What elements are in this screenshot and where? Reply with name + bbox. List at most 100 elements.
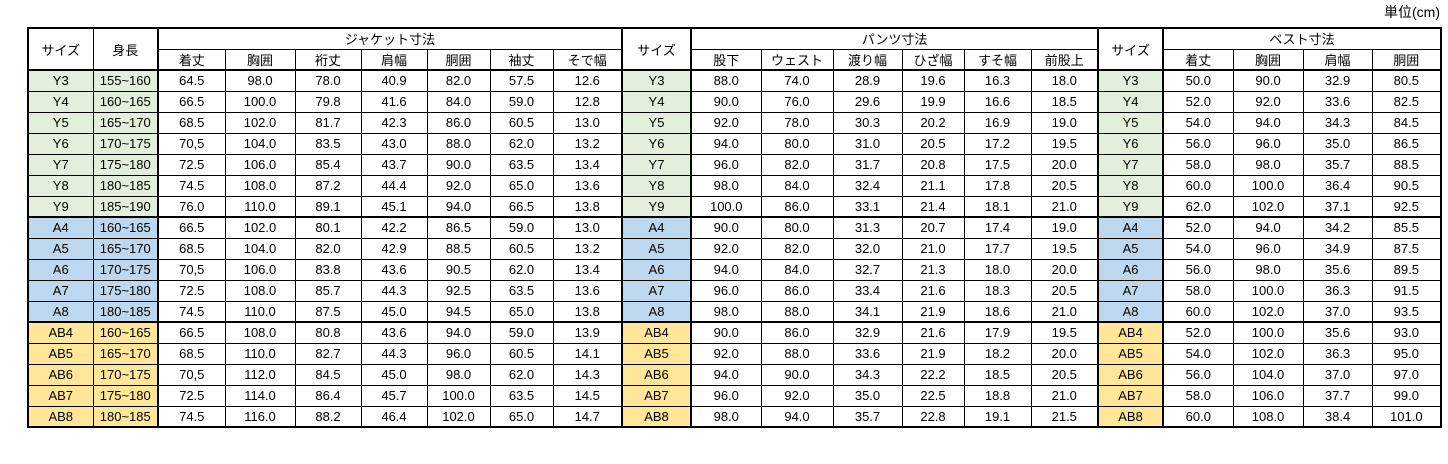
vest-measure-cell: 86.5	[1371, 132, 1442, 155]
table-row: AB8 180~185 74.5 116.0 88.2 46.4 102.0 65.0 14.7…	[27, 405, 1442, 428]
size-cell: AB6	[1097, 363, 1165, 386]
jacket-measure-cell: 66.5	[489, 195, 554, 218]
jacket-measure-cell: 63.5	[489, 279, 554, 302]
pants-measure-cell: 21.6	[901, 279, 965, 302]
size-cell: A7	[27, 279, 94, 302]
size-cell: AB8	[27, 405, 94, 428]
jacket-measure-cell: 81.7	[294, 111, 362, 134]
table-row: Y9 185~190 76.0 110.0 89.1 45.1 94.0 66.5 13.8 Y9…	[27, 195, 1442, 218]
height-cell: 185~190	[92, 195, 159, 218]
pants-measure-cell: 18.5	[1030, 90, 1099, 113]
vest-col-header: 肩幅	[1302, 48, 1373, 71]
jacket-measure-cell: 87.2	[294, 174, 362, 197]
jacket-measure-cell: 43.7	[360, 153, 428, 176]
pants-col-header: ウェスト	[760, 48, 834, 71]
jacket-measure-cell: 85.7	[294, 279, 362, 302]
pants-measure-cell: 84.0	[760, 258, 834, 281]
vest-measure-cell: 56.0	[1162, 258, 1234, 281]
jacket-measure-cell: 110.0	[224, 342, 296, 365]
jacket-measure-cell: 44.3	[360, 279, 428, 302]
jacket-measure-cell: 62.0	[489, 258, 554, 281]
pants-measure-cell: 20.5	[1030, 363, 1099, 386]
vest-measure-cell: 58.0	[1162, 384, 1234, 407]
pants-measure-cell: 19.5	[1030, 237, 1099, 260]
jacket-measure-cell: 78.0	[294, 69, 362, 92]
pants-measure-cell: 98.0	[690, 300, 762, 323]
header-row-measures: 着丈 胸囲 裄丈 肩幅 胴囲 袖丈 そで幅 股下 ウェスト 渡り幅 ひざ幅 すそ…	[28, 48, 1442, 71]
jacket-measure-cell: 43.0	[360, 132, 428, 155]
pants-measure-cell: 18.8	[963, 384, 1032, 407]
jacket-measure-cell: 106.0	[224, 258, 296, 281]
pants-measure-cell: 30.3	[832, 111, 903, 134]
jacket-measure-cell: 13.6	[552, 174, 623, 197]
vest-measure-cell: 56.0	[1162, 363, 1234, 386]
vest-measure-cell: 87.5	[1371, 237, 1442, 260]
size-column-header: サイズ	[1097, 27, 1165, 71]
pants-measure-cell: 74.0	[760, 69, 834, 92]
pants-measure-cell: 21.1	[901, 174, 965, 197]
jacket-measure-cell: 88.0	[426, 132, 491, 155]
jacket-measure-cell: 14.7	[552, 405, 623, 428]
jacket-measure-cell: 42.3	[360, 111, 428, 134]
size-cell: AB4	[1097, 321, 1165, 344]
pants-measure-cell: 94.0	[690, 363, 762, 386]
pants-measure-cell: 94.0	[690, 132, 762, 155]
pants-measure-cell: 86.0	[760, 279, 834, 302]
pants-measure-cell: 18.0	[963, 258, 1032, 281]
size-cell: Y9	[27, 195, 94, 218]
size-chart-container: 単位(cm) サイズ 身長 ジャケット寸法 サイズ パンツ寸法 サイズ ベスト寸…	[27, 3, 1443, 428]
size-cell: A8	[621, 300, 692, 323]
size-cell: AB8	[1097, 405, 1165, 428]
pants-measure-cell: 90.0	[690, 216, 762, 239]
table-row: AB7 175~180 72.5 114.0 86.4 45.7 100.0 63.5 14.5…	[27, 384, 1442, 407]
vest-measure-cell: 37.0	[1302, 363, 1373, 386]
pants-measure-cell: 96.0	[690, 279, 762, 302]
pants-measure-cell: 16.3	[963, 69, 1032, 92]
pants-measure-cell: 96.0	[690, 384, 762, 407]
size-column-header: サイズ	[27, 27, 94, 71]
table-row: A5 165~170 68.5 104.0 82.0 42.9 88.5 60.5 13.2 A5…	[27, 237, 1442, 260]
size-cell: A4	[1097, 216, 1165, 239]
jacket-measure-cell: 74.5	[157, 174, 226, 197]
size-cell: Y9	[621, 195, 692, 218]
pants-measure-cell: 32.7	[832, 258, 903, 281]
jacket-measure-cell: 41.6	[360, 90, 428, 113]
vest-measure-cell: 101.0	[1371, 405, 1442, 428]
pants-measure-cell: 96.0	[690, 153, 762, 176]
height-cell: 165~170	[92, 342, 159, 365]
pants-measure-cell: 21.6	[901, 321, 965, 344]
pants-measure-cell: 21.5	[1030, 405, 1099, 428]
jacket-measure-cell: 72.5	[157, 153, 226, 176]
vest-measure-cell: 98.0	[1232, 258, 1304, 281]
jacket-measure-cell: 108.0	[224, 279, 296, 302]
height-cell: 165~170	[92, 237, 159, 260]
jacket-col-header: 裄丈	[294, 48, 362, 71]
jacket-measure-cell: 116.0	[224, 405, 296, 428]
vest-measure-cell: 100.0	[1232, 279, 1304, 302]
jacket-measure-cell: 43.6	[360, 321, 428, 344]
size-cell: Y7	[1097, 153, 1165, 176]
jacket-measure-cell: 57.5	[489, 69, 554, 92]
jacket-measure-cell: 13.0	[552, 111, 623, 134]
jacket-measure-cell: 92.0	[426, 174, 491, 197]
vest-measure-cell: 58.0	[1162, 153, 1234, 176]
pants-measure-cell: 17.7	[963, 237, 1032, 260]
pants-measure-cell: 21.0	[1030, 195, 1099, 218]
size-cell: A6	[27, 258, 94, 281]
vest-measure-cell: 99.0	[1371, 384, 1442, 407]
pants-measure-cell: 18.3	[963, 279, 1032, 302]
vest-measure-cell: 36.3	[1302, 279, 1373, 302]
pants-measure-cell: 88.0	[760, 300, 834, 323]
size-cell: Y8	[27, 174, 94, 197]
jacket-measure-cell: 108.0	[224, 321, 296, 344]
pants-measure-cell: 19.1	[963, 405, 1032, 428]
height-cell: 180~185	[92, 405, 159, 428]
pants-measure-cell: 92.0	[690, 111, 762, 134]
jacket-col-header: 着丈	[157, 48, 226, 71]
size-cell: AB7	[1097, 384, 1165, 407]
pants-measure-cell: 18.1	[963, 195, 1032, 218]
jacket-measure-cell: 84.0	[426, 90, 491, 113]
vest-measure-cell: 106.0	[1232, 384, 1304, 407]
jacket-measure-cell: 86.0	[426, 111, 491, 134]
table-row: AB5 165~170 68.5 110.0 82.7 44.3 96.0 60.5 14.1 A…	[27, 342, 1442, 365]
